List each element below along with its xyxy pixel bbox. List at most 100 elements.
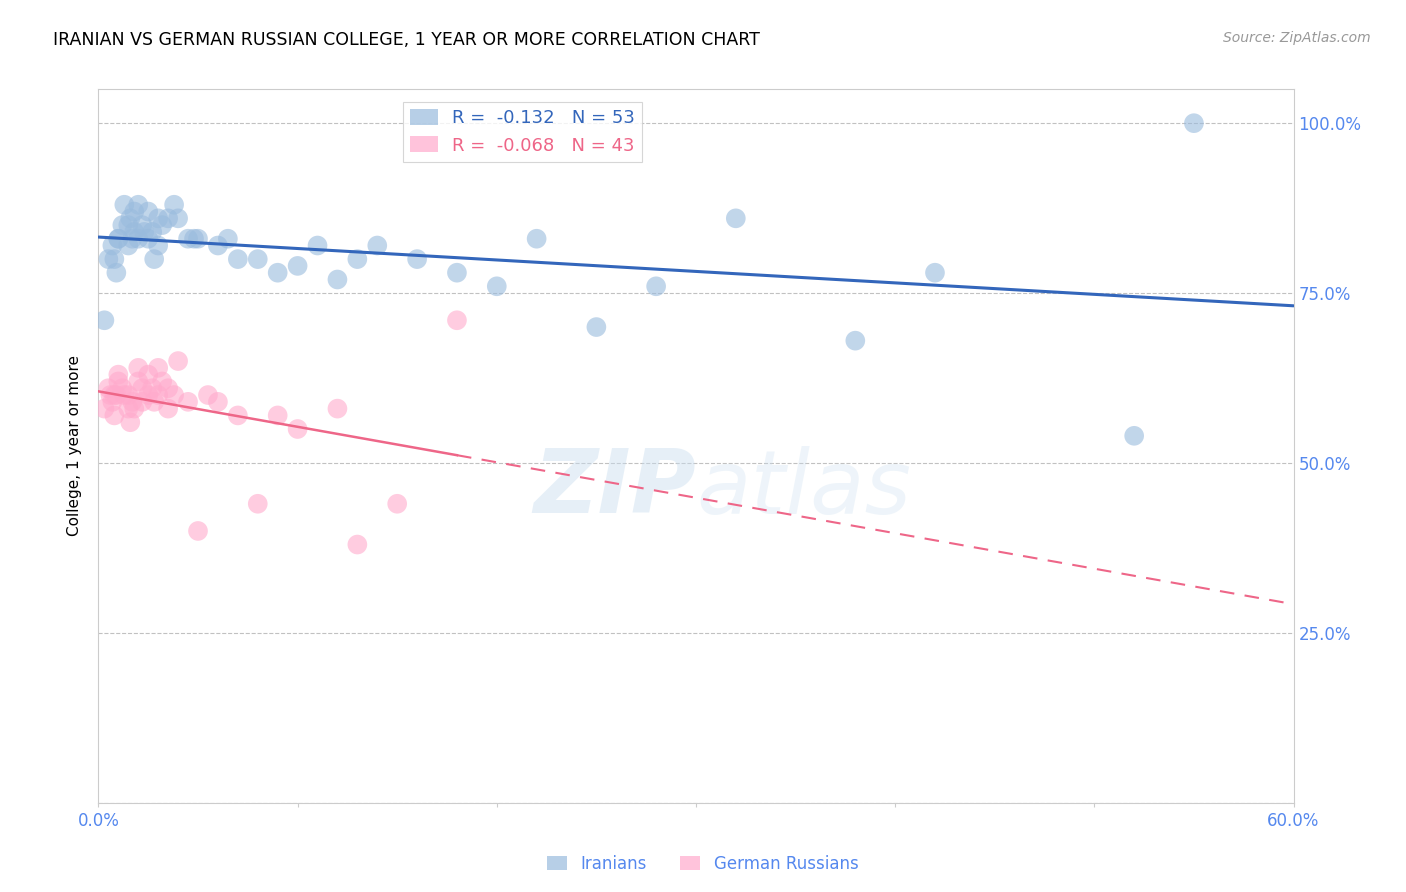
Point — [141, 225, 163, 239]
Point — [127, 375, 149, 389]
Point — [307, 238, 329, 252]
Y-axis label: College, 1 year or more: College, 1 year or more — [67, 356, 83, 536]
Point — [117, 238, 139, 252]
Point — [385, 497, 409, 511]
Point — [93, 313, 115, 327]
Point — [167, 211, 190, 226]
Point — [136, 388, 159, 402]
Point — [127, 360, 149, 375]
Point — [148, 211, 170, 226]
Point — [267, 266, 290, 280]
Point — [585, 320, 607, 334]
Point — [267, 409, 290, 423]
Point — [127, 198, 149, 212]
Point — [143, 252, 166, 266]
Point — [246, 497, 269, 511]
Point — [163, 198, 186, 212]
Point — [157, 401, 180, 416]
Point — [197, 388, 219, 402]
Text: Source: ZipAtlas.com: Source: ZipAtlas.com — [1223, 31, 1371, 45]
Point — [136, 204, 159, 219]
Point — [246, 252, 269, 266]
Point — [1123, 429, 1146, 443]
Point — [207, 394, 229, 409]
Point — [117, 401, 139, 416]
Point — [124, 225, 146, 239]
Point — [120, 211, 142, 226]
Point — [105, 388, 128, 402]
Point — [446, 266, 468, 280]
Point — [844, 334, 866, 348]
Point — [107, 368, 129, 382]
Point — [127, 232, 149, 246]
Text: atlas: atlas — [696, 446, 911, 532]
Point — [101, 394, 124, 409]
Point — [183, 232, 205, 246]
Point — [134, 225, 156, 239]
Point — [148, 360, 170, 375]
Point — [131, 218, 153, 232]
Point — [103, 388, 125, 402]
Point — [141, 381, 163, 395]
Point — [97, 381, 120, 395]
Point — [121, 394, 143, 409]
Point — [98, 388, 122, 402]
Point — [97, 252, 120, 266]
Point — [103, 252, 125, 266]
Text: IRANIAN VS GERMAN RUSSIAN COLLEGE, 1 YEAR OR MORE CORRELATION CHART: IRANIAN VS GERMAN RUSSIAN COLLEGE, 1 YEA… — [53, 31, 761, 49]
Point — [157, 381, 180, 395]
Text: ZIP: ZIP — [533, 445, 696, 533]
Point — [136, 232, 159, 246]
Point — [226, 252, 249, 266]
Point — [150, 218, 173, 232]
Point — [150, 375, 173, 389]
Point — [101, 238, 124, 252]
Point — [124, 401, 146, 416]
Point — [111, 381, 134, 395]
Point — [167, 354, 190, 368]
Point — [131, 394, 153, 409]
Point — [136, 368, 159, 382]
Point — [112, 388, 135, 402]
Point — [287, 259, 309, 273]
Point — [187, 524, 209, 538]
Point — [117, 388, 139, 402]
Point — [326, 272, 349, 286]
Point — [163, 388, 186, 402]
Point — [287, 422, 309, 436]
Point — [120, 415, 142, 429]
Point — [117, 218, 139, 232]
Point — [217, 232, 239, 246]
Point — [103, 409, 125, 423]
Point — [207, 238, 229, 252]
Point — [187, 232, 209, 246]
Point — [143, 394, 166, 409]
Point — [406, 252, 429, 266]
Point — [93, 401, 115, 416]
Point — [111, 218, 134, 232]
Point — [131, 381, 153, 395]
Point — [346, 537, 368, 551]
Point — [485, 279, 508, 293]
Point — [157, 211, 180, 226]
Point — [446, 313, 468, 327]
Point — [107, 375, 129, 389]
Point — [112, 198, 135, 212]
Point — [924, 266, 946, 280]
Point — [177, 232, 200, 246]
Point — [226, 409, 249, 423]
Point — [107, 232, 129, 246]
Point — [1182, 116, 1205, 130]
Point — [121, 232, 143, 246]
Point — [346, 252, 368, 266]
Point — [105, 266, 128, 280]
Point — [645, 279, 668, 293]
Point — [366, 238, 388, 252]
Point — [724, 211, 747, 226]
Legend: R =  -0.132   N = 53, R =  -0.068   N = 43: R = -0.132 N = 53, R = -0.068 N = 43 — [404, 102, 643, 161]
Legend: Iranians, German Russians: Iranians, German Russians — [541, 848, 865, 880]
Point — [148, 238, 170, 252]
Point — [526, 232, 548, 246]
Point — [124, 204, 146, 219]
Point — [148, 388, 170, 402]
